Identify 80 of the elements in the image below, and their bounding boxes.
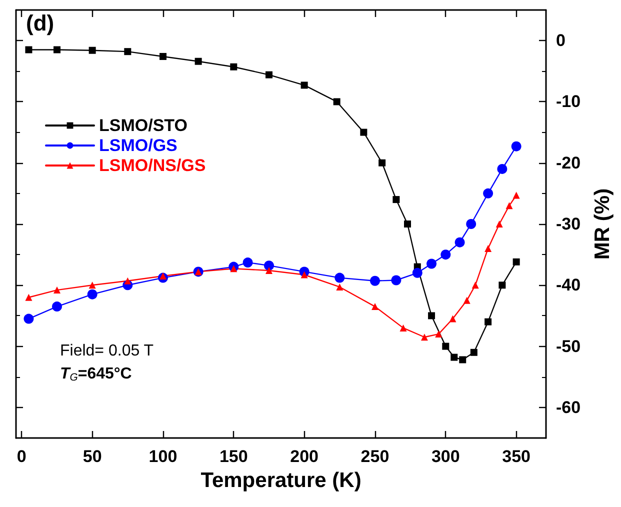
point [230, 265, 238, 272]
point [420, 334, 428, 341]
point [88, 46, 96, 54]
y-tick-label: -30 [556, 214, 581, 234]
x-tick-label: 50 [82, 447, 102, 466]
point [53, 286, 60, 294]
point [124, 277, 132, 284]
point [472, 282, 479, 289]
point [512, 192, 520, 199]
point [440, 250, 451, 260]
point [300, 82, 308, 89]
point [496, 220, 503, 228]
point [392, 196, 400, 204]
point [124, 48, 132, 56]
point [300, 271, 308, 278]
point [428, 312, 436, 320]
y-tick-label: -50 [556, 336, 581, 356]
y-tick-label: 0 [556, 31, 566, 50]
point [483, 188, 494, 198]
point [242, 258, 253, 268]
y-tick-label: -10 [556, 92, 581, 112]
point [88, 282, 96, 289]
point [435, 330, 442, 338]
x-tick-label: 350 [502, 447, 531, 466]
point [466, 219, 476, 229]
point [454, 237, 465, 248]
point [400, 324, 407, 332]
y-tick-label: -40 [556, 276, 581, 295]
x-axis-title: Temperature (K) [200, 468, 362, 492]
point [194, 58, 202, 65]
point [506, 202, 513, 210]
point [336, 283, 344, 290]
x-tick-label: 0 [16, 447, 26, 466]
point [450, 354, 458, 361]
legend-label: LSMO/GS [99, 136, 178, 155]
point [511, 141, 522, 152]
point [334, 272, 345, 283]
y-axis-title: MR (%) [591, 188, 614, 260]
point [265, 71, 272, 78]
point [264, 260, 274, 271]
x-tick-label: 100 [148, 447, 178, 466]
point [378, 159, 386, 166]
point [24, 314, 34, 324]
y-tick-label: -20 [556, 153, 581, 172]
point [484, 244, 492, 252]
x-tick-label: 150 [219, 447, 248, 466]
point [498, 282, 506, 289]
annotation: Field= 0.05 T [60, 342, 154, 360]
x-tick-label: 250 [360, 447, 390, 466]
point [159, 52, 166, 60]
point [371, 303, 378, 310]
point [426, 258, 437, 269]
x-tick-label: 300 [431, 447, 460, 466]
point [512, 258, 520, 266]
y-tick-label: -60 [556, 398, 581, 417]
point [265, 266, 272, 274]
point [470, 348, 478, 356]
annotation: (d) [26, 10, 54, 36]
point [404, 220, 411, 228]
point [449, 315, 456, 322]
x-tick-label: 200 [290, 447, 319, 466]
point [159, 272, 166, 280]
point [484, 318, 492, 326]
legend-label: LSMO/NS/GS [99, 156, 206, 175]
point [391, 275, 402, 286]
point [52, 302, 62, 312]
point [87, 289, 98, 300]
point [459, 356, 466, 364]
point [25, 46, 32, 54]
point [370, 276, 380, 286]
legend-label: LSMO/STO [99, 116, 188, 135]
point [53, 46, 60, 54]
point [463, 296, 470, 304]
point [360, 128, 368, 136]
point [412, 268, 422, 278]
point [497, 164, 508, 174]
point [25, 294, 32, 301]
point [442, 342, 450, 350]
point [333, 98, 340, 106]
point [230, 63, 238, 70]
